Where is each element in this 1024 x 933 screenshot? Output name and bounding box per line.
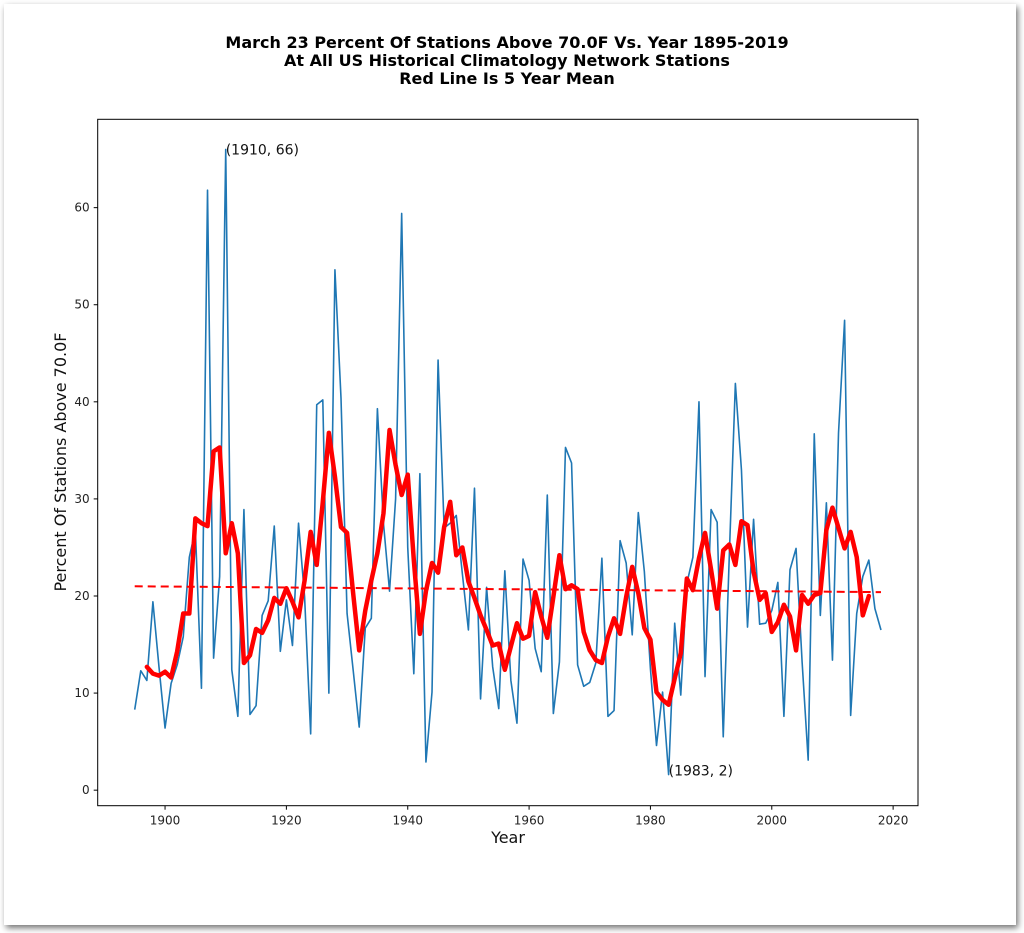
y-axis: 0 10 20 30 40 50 60 (74, 201, 98, 797)
x-tick-label: 1920 (271, 814, 302, 828)
x-tick-label: 1900 (150, 814, 181, 828)
trend-line (134, 585, 881, 594)
x-axis-label: Year (490, 828, 525, 847)
chart-title-line-2: At All US Historical Climatology Network… (284, 51, 730, 70)
x-tick-label: 2000 (757, 814, 788, 828)
annotations: (1910, 66) (1983, 2) (226, 142, 733, 779)
chart-title-line-3: Red Line Is 5 Year Mean (399, 69, 615, 88)
annotation-label: (1910, 66) (226, 142, 299, 158)
x-axis: 1900 1920 1940 1960 1980 2000 2020 (150, 805, 909, 828)
y-tick-label: 20 (74, 589, 89, 603)
y-tick-label: 40 (74, 395, 89, 409)
y-tick-label: 30 (74, 492, 89, 506)
chart-title-line-1: March 23 Percent Of Stations Above 70.0F… (225, 33, 788, 52)
y-tick-label: 50 (74, 298, 89, 312)
y-tick-label: 10 (74, 686, 89, 700)
x-tick-label: 2020 (878, 814, 909, 828)
annotation-label: (1983, 2) (669, 764, 733, 780)
x-tick-label: 1960 (514, 814, 545, 828)
x-tick-label: 1940 (392, 814, 423, 828)
x-tick-label: 1980 (635, 814, 666, 828)
y-axis-label: Percent Of Stations Above 70.0F (51, 332, 70, 591)
y-tick-label: 60 (74, 201, 89, 215)
y-tick-label: 0 (82, 783, 90, 797)
five-year-mean-line (144, 427, 872, 707)
data-line (133, 148, 882, 776)
plot-area (97, 118, 919, 807)
series-layer (133, 148, 882, 776)
